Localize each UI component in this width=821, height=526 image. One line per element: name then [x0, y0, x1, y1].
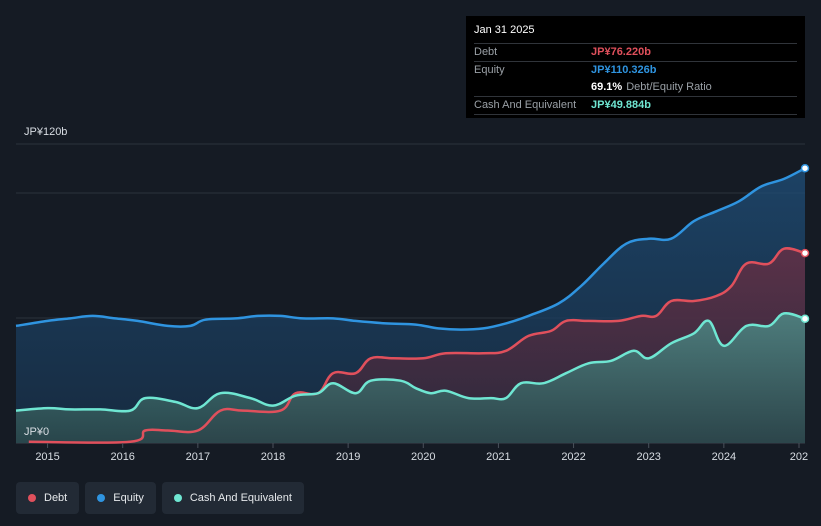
- tooltip-equity-row: Equity JP¥110.326b: [474, 62, 797, 79]
- x-tick-label-2015: 2015: [35, 451, 59, 463]
- y-axis-top-label: JP¥120b: [24, 126, 67, 138]
- legend-debt-label: Debt: [44, 492, 68, 504]
- tooltip-debt-label: Debt: [474, 46, 498, 58]
- x-tick-label-2023: 2023: [636, 451, 660, 463]
- x-tick-label-2020: 2020: [411, 451, 435, 463]
- equity-dot-icon: [97, 494, 106, 502]
- tooltip-cash-value: JP¥49.884b: [591, 99, 651, 111]
- legend-item-cash[interactable]: Cash And Equivalent: [161, 482, 304, 514]
- x-tick-label-2019: 2019: [336, 451, 360, 463]
- tooltip-equity-value: JP¥110.326b: [591, 64, 657, 76]
- tooltip: Jan 31 2025 Debt JP¥76.220b Equity JP¥11…: [466, 16, 805, 118]
- legend-cash-label: Cash And Equivalent: [189, 492, 292, 504]
- legend-item-debt[interactable]: Debt: [16, 482, 80, 514]
- debt-dot-icon: [28, 494, 36, 502]
- tooltip-cash-label: Cash And Equivalent: [474, 99, 577, 111]
- cash-area: [16, 313, 805, 443]
- equity-endpoint-marker[interactable]: [800, 163, 810, 173]
- x-tick-label-2017: 2017: [186, 451, 210, 463]
- debt-series-line[interactable]: [28, 247, 806, 444]
- x-tick-label-2016: 2016: [110, 451, 134, 463]
- tooltip-ratio-value: 69.1%: [591, 81, 623, 93]
- y-axis-bottom-label: JP¥0: [24, 426, 49, 438]
- x-tick-label-2022: 2022: [561, 451, 585, 463]
- legend-equity-label: Equity: [113, 492, 144, 504]
- x-tick-label-2018: 2018: [261, 451, 285, 463]
- tooltip-ratio-row: 69.1% Debt/Equity Ratio: [474, 79, 797, 97]
- tooltip-cash-row: Cash And Equivalent JP¥49.884b: [474, 97, 797, 115]
- x-tick-label-2024: 2024: [712, 451, 736, 463]
- cash-endpoint-marker[interactable]: [800, 314, 810, 323]
- tooltip-debt-row: Debt JP¥76.220b: [474, 44, 797, 62]
- cash-dot-icon: [173, 494, 182, 502]
- x-tick-label-2021: 2021: [486, 451, 510, 463]
- tooltip-equity-label: Equity: [474, 64, 505, 76]
- legend-item-equity[interactable]: Equity: [85, 482, 156, 514]
- tooltip-debt-value: JP¥76.220b: [591, 46, 651, 58]
- debt-endpoint-marker[interactable]: [800, 248, 810, 258]
- tooltip-ratio-label: Debt/Equity Ratio: [626, 81, 712, 93]
- cash-series-line[interactable]: [15, 311, 806, 413]
- x-tick-label-2025: 202: [790, 451, 808, 463]
- equity-series-line[interactable]: [15, 167, 806, 331]
- legend: Debt Equity Cash And Equivalent: [16, 482, 304, 514]
- tooltip-date: Jan 31 2025: [474, 22, 797, 44]
